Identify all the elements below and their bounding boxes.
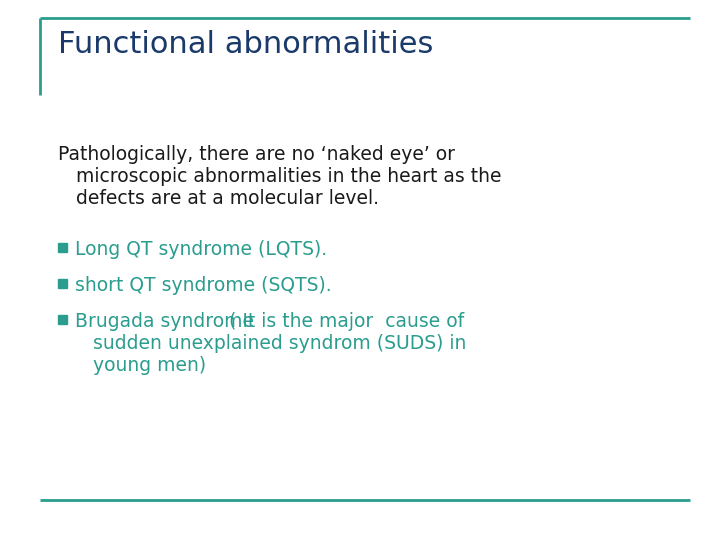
Text: Brugada syndrome: Brugada syndrome bbox=[75, 312, 254, 331]
Text: Pathologically, there are no ‘naked eye’ or: Pathologically, there are no ‘naked eye’… bbox=[58, 145, 455, 164]
Text: defects are at a molecular level.: defects are at a molecular level. bbox=[58, 189, 379, 208]
Text: Long QT syndrome (LQTS).: Long QT syndrome (LQTS). bbox=[75, 240, 327, 259]
Text: Functional abnormalities: Functional abnormalities bbox=[58, 30, 433, 59]
Text: ( It is the major  cause of: ( It is the major cause of bbox=[223, 312, 464, 331]
Text: young men): young men) bbox=[75, 356, 206, 375]
Text: short QT syndrome (SQTS).: short QT syndrome (SQTS). bbox=[75, 276, 332, 295]
Bar bbox=[58, 279, 67, 288]
Bar bbox=[58, 243, 67, 252]
Text: sudden unexplained syndrom (SUDS) in: sudden unexplained syndrom (SUDS) in bbox=[75, 334, 467, 353]
Text: microscopic abnormalities in the heart as the: microscopic abnormalities in the heart a… bbox=[58, 167, 502, 186]
Bar bbox=[58, 315, 67, 324]
